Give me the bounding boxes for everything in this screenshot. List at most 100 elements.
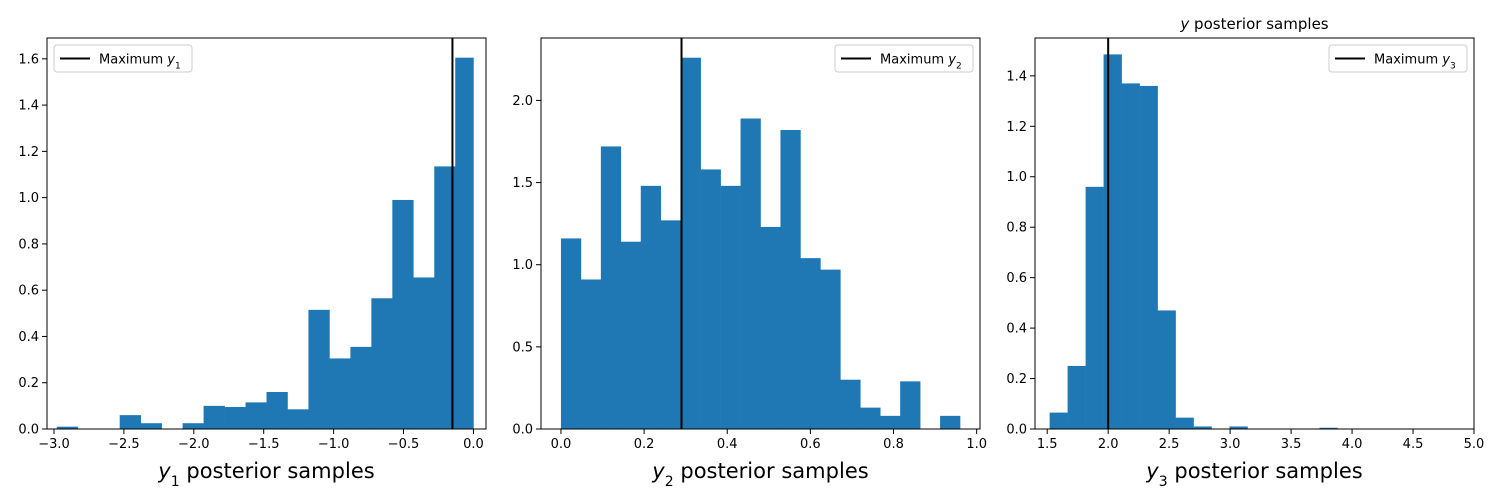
histogram-bar [434,166,456,429]
histogram-bar [780,130,801,429]
x-tick-label: 4.0 [1342,437,1363,452]
histogram-bar [580,279,602,429]
x-axis-label: y2​ posterior samples [651,459,868,490]
legend-label: Maximum y3​ [1374,53,1456,72]
x-tick-label: 2.0 [1098,437,1119,452]
x-tick-label: 0.8 [883,437,904,452]
x-tick-label: −2.0 [178,437,210,452]
panel-1: −3.0 −2.5 −2.0 −1.5 −1.0 −0.5 0.0 0.0 0.2 0.4 0.6 0… [18,37,487,490]
legend-box [53,44,193,73]
y-tick-label: 1.4 [1006,69,1027,84]
histogram-bar [700,169,721,429]
histogram-bar [1157,310,1176,429]
legend-label: Maximum y1​ [99,53,181,72]
panel-2: 0.0 0.2 0.4 0.6 0.8 1.0 0.0 0.5 1.0 1.5 2.0 y2​ pos… [512,37,987,490]
histogram-bar [308,309,330,429]
panel-3: 1.5 2.0 2.5 3.0 3.5 4.0 4.5 5.0 0.0 0.2 0.4 0.6 0.8 1… [1006,15,1484,490]
chart-title: y posterior samples [1179,15,1328,33]
legend-box [834,44,974,73]
legend: Maximum y1​ [53,44,193,73]
histogram-bar [203,405,225,429]
x-tick-label: 0.6 [800,437,821,452]
x-tick-label: −1.5 [248,437,280,452]
x-tick-label: 0.0 [463,437,484,452]
y-tick-label: 0.4 [18,330,39,345]
histogram-bar [56,426,79,429]
x-tick-label: 3.0 [1220,437,1241,452]
x-tick-label: −3.0 [38,437,70,452]
y-tick-label: 1.0 [18,191,39,206]
y-tick-label: 1.0 [1006,170,1027,185]
histogram-bar [620,241,642,429]
x-tick-label: 1.0 [966,437,987,452]
y-tick-label: 0.0 [512,423,533,438]
histogram-bar [820,269,841,429]
legend: Maximum y3​ [1328,44,1468,73]
histogram-bar [860,407,881,429]
y-tick-label: 1.4 [18,99,39,114]
y-tick-label: 0.0 [18,423,39,438]
histogram-bar [680,57,701,430]
histogram-bar [1121,83,1140,429]
histogram-bar [940,415,961,429]
y-tick-label: 0.0 [1006,423,1027,438]
histogram-bar [224,407,246,429]
x-axis-label: y3​ posterior samples [1145,459,1362,490]
histogram-bar [1103,54,1122,430]
x-tick-label: 3.5 [1281,437,1302,452]
histogram-bar [245,402,267,429]
legend-box [1328,44,1468,73]
histogram-bar [720,185,741,429]
histogram-bar [840,379,861,429]
y-tick-label: 0.8 [1006,221,1027,236]
x-tick-label: 2.5 [1159,437,1180,452]
y-tick-label: 0.8 [18,237,39,252]
x-tick-label: 5.0 [1464,437,1485,452]
histogram-bar [1085,186,1104,429]
y-tick-label: 0.6 [1006,271,1027,286]
histogram-bar [140,423,162,429]
x-tick-label: 0.0 [551,437,572,452]
histogram-bar [266,391,288,429]
histogram-bar [371,298,393,429]
y-tick-label: 1.6 [18,52,39,67]
y-tick-label: 0.2 [18,376,39,391]
histogram-bar [760,226,781,429]
y-tick-label: 1.5 [512,176,533,191]
axes-frame [540,37,981,430]
y-tick-label: 1.0 [512,258,533,273]
histogram-bar [1175,417,1194,429]
histogram-bar [660,220,681,429]
histogram-bar [1319,427,1338,429]
histogram-bar [413,277,435,429]
x-tick-label: 0.4 [717,437,738,452]
y-tick-label: 0.4 [1006,322,1027,337]
histogram-bar [1229,426,1248,429]
y-tick-label: 0.6 [18,284,39,299]
x-tick-label: −1.0 [318,437,350,452]
y-tick-label: 1.2 [1006,120,1027,135]
x-tick-label: 4.5 [1403,437,1424,452]
histogram-bar [1139,85,1158,430]
histogram-bar [329,358,351,429]
x-tick-label: 0.2 [634,437,655,452]
histogram-bar [455,57,474,430]
histogram-bar [800,258,821,429]
histogram-bar [1067,365,1086,429]
histogram-bar [740,118,761,429]
legend-label: Maximum y2​ [880,53,962,72]
histogram-bar [1193,426,1212,429]
histogram-bar [287,409,309,429]
y-tick-label: 1.2 [18,145,39,160]
histogram-bar [182,423,204,429]
histogram-bar [119,415,141,429]
axes-frame [1034,37,1475,430]
histogram-bar [900,381,921,429]
histogram-bar [640,185,662,429]
x-axis-label: y1​ posterior samples [157,459,374,490]
histogram-bar [1049,412,1068,429]
x-tick-label: 1.5 [1037,437,1058,452]
axes-frame [46,37,487,430]
y-tick-label: 0.5 [512,340,533,355]
